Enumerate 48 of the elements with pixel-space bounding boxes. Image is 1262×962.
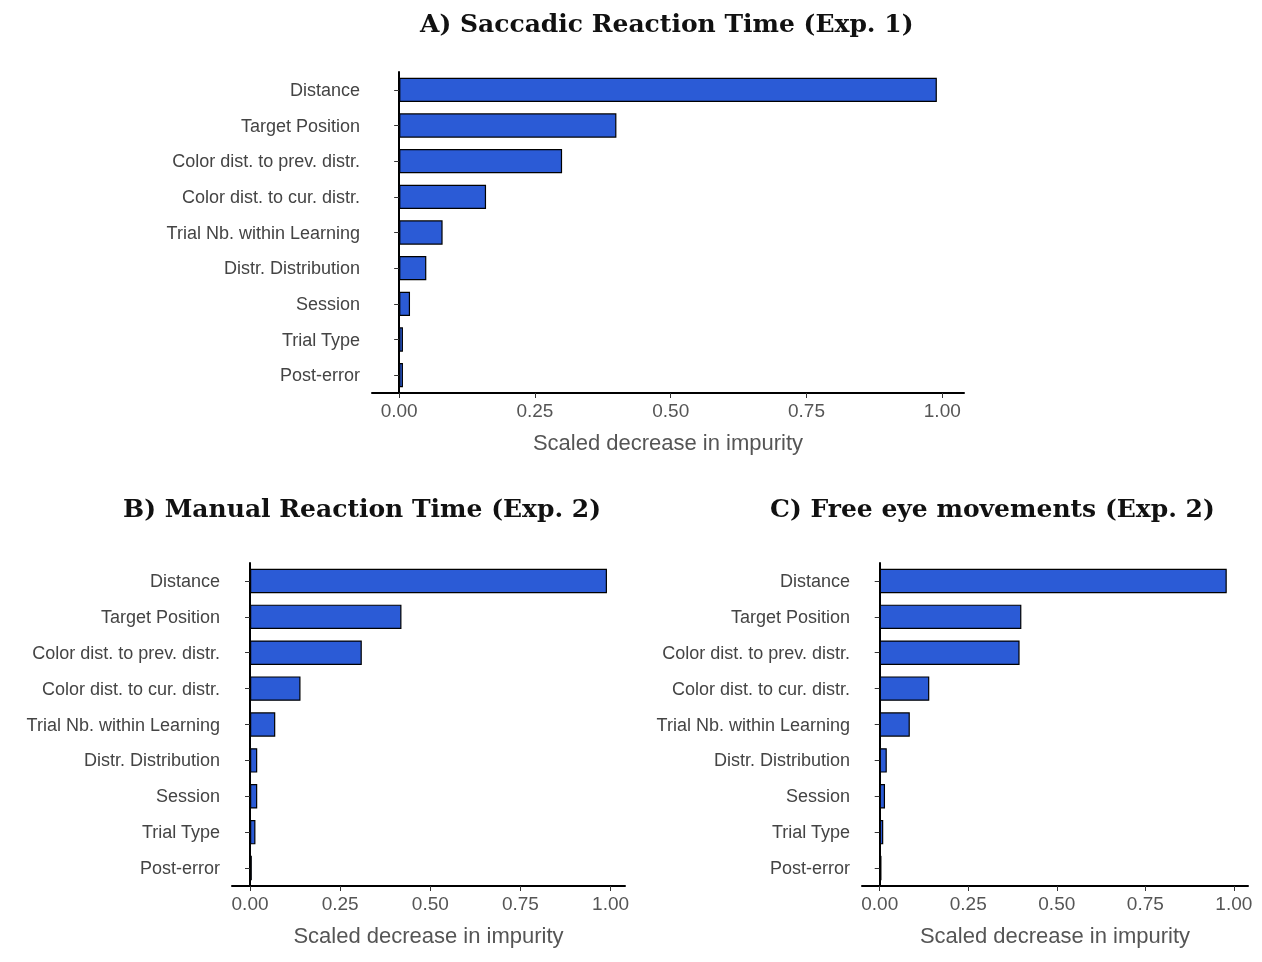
y-tick-label: Color dist. to prev. distr.: [662, 642, 850, 663]
y-tick-label: Post-error: [139, 858, 221, 879]
chart-title: C) Free eye movements (Exp. 2): [770, 494, 1215, 523]
x-tick-label: 0.75: [501, 893, 539, 914]
x-tick-label: 0.00: [861, 893, 899, 914]
y-tick-label: Post-error: [769, 858, 851, 879]
x-tick-label: 0.00: [380, 400, 418, 421]
x-tick-label: 0.25: [516, 400, 554, 421]
x-tick-label: 1.00: [1215, 893, 1253, 914]
x-axis-title: Scaled decrease in impurity: [532, 429, 804, 455]
chart-title: A) Saccadic Reaction Time (Exp. 1): [419, 9, 914, 38]
y-tick-label: Color dist. to prev. distr.: [32, 642, 220, 663]
chart-title: B) Manual Reaction Time (Exp. 2): [123, 494, 602, 523]
y-tick-label: Target Position: [730, 606, 850, 627]
y-tick-label: Trial Type: [771, 822, 850, 843]
x-tick-label: 0.50: [411, 893, 449, 914]
y-tick-label: Distr. Distribution: [713, 750, 850, 771]
x-tick-label: 0.25: [949, 893, 987, 914]
y-tick-label: Color dist. to prev. distr.: [172, 151, 360, 172]
x-axis-title: Scaled decrease in impurity: [293, 922, 564, 948]
y-tick-label: Trial Type: [141, 822, 220, 843]
x-tick-label: 0.50: [652, 400, 690, 421]
y-tick-label: Distr. Distribution: [83, 750, 220, 771]
y-tick-label: Trial Nb. within Learning: [656, 714, 850, 735]
y-tick-label: Trial Nb. within Learning: [26, 714, 220, 735]
y-tick-label: Trial Type: [281, 329, 360, 350]
x-tick-label: 0.50: [1038, 893, 1076, 914]
x-tick-label: 1.00: [592, 893, 630, 914]
y-tick-label: Session: [155, 786, 220, 807]
x-tick-label: 0.25: [321, 893, 359, 914]
x-axis-title: Scaled decrease in impurity: [919, 922, 1191, 948]
y-tick-label: Distr. Distribution: [223, 258, 360, 279]
x-tick-label: 0.00: [231, 893, 269, 914]
y-tick-label: Color dist. to cur. distr.: [181, 186, 360, 207]
y-tick-label: Color dist. to cur. distr.: [671, 678, 850, 699]
y-tick-label: Target Position: [240, 115, 360, 136]
y-tick-label: Distance: [779, 570, 850, 591]
y-tick-label: Post-error: [279, 365, 361, 386]
y-tick-label: Trial Nb. within Learning: [166, 222, 360, 243]
y-tick-label: Distance: [149, 570, 220, 591]
y-tick-label: Color dist. to cur. distr.: [41, 678, 220, 699]
x-tick-label: 1.00: [923, 400, 961, 421]
x-tick-label: 0.75: [1126, 893, 1164, 914]
y-tick-label: Session: [295, 293, 360, 314]
y-tick-label: Session: [785, 786, 850, 807]
y-tick-label: Target Position: [100, 606, 220, 627]
x-tick-label: 0.75: [788, 400, 825, 421]
y-tick-label: Distance: [289, 79, 360, 100]
